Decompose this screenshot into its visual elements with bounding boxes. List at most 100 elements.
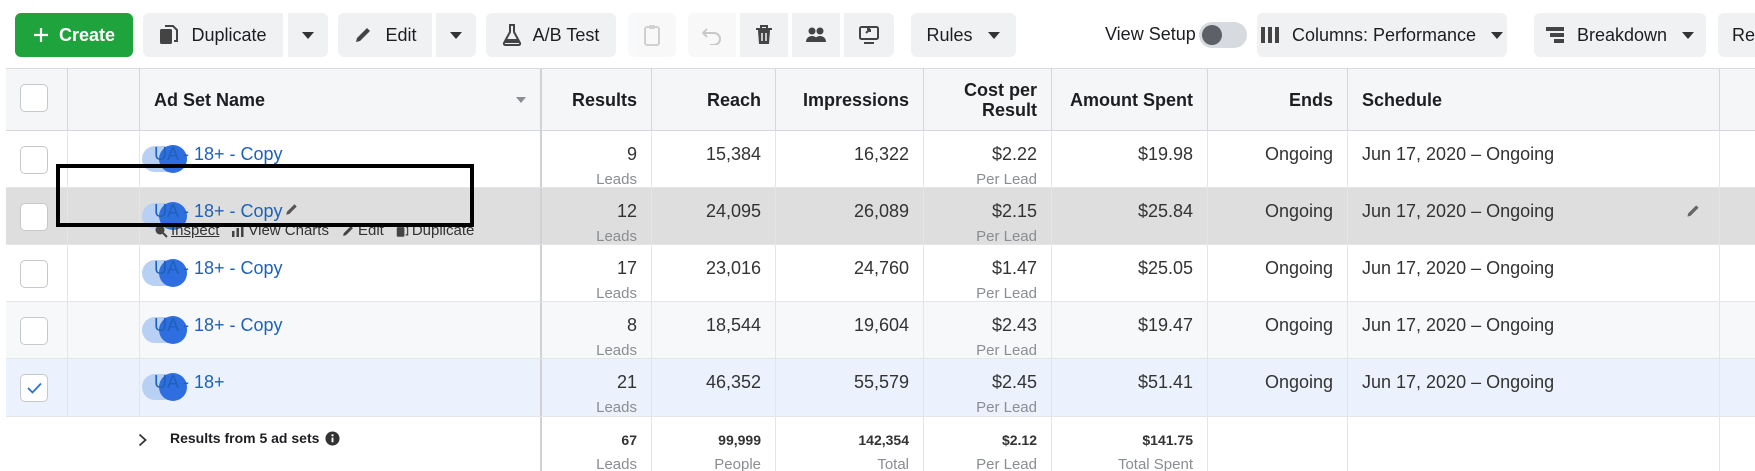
reports-label: Re	[1732, 24, 1755, 45]
row-checkbox[interactable]	[20, 317, 48, 345]
schedule-value: Jun 17, 2020 – Ongoing	[1362, 372, 1555, 392]
row-checkbox[interactable]	[20, 260, 48, 288]
row-checkbox[interactable]	[20, 374, 48, 402]
export-button[interactable]	[844, 13, 894, 57]
select-all-checkbox[interactable]	[20, 84, 48, 112]
trash-icon	[756, 25, 772, 44]
results-unit: Leads	[596, 399, 637, 416]
column-header-name[interactable]: Ad Set Name	[140, 69, 542, 130]
impressions-value: 16,322	[853, 144, 909, 164]
bar-chart-icon	[232, 224, 244, 237]
table-row[interactable]: UA - 18+ - Copy 8 Leads 18,544 19,604 $2.…	[6, 302, 1755, 359]
ends-value: Ongoing	[1264, 372, 1333, 392]
impressions-value: 55,579	[853, 372, 909, 392]
results-value: 21	[616, 372, 637, 392]
rules-button[interactable]: Rules	[911, 13, 1016, 57]
audience-button[interactable]	[792, 13, 840, 57]
results-value: 17	[616, 258, 637, 278]
column-header-reach-label: Reach	[706, 90, 761, 110]
clipboard-icon	[644, 25, 660, 46]
total-reach-value: 99,999	[718, 432, 761, 448]
column-header-cost-per-result[interactable]: Cost per Result	[924, 69, 1052, 130]
cost-value: $2.22	[991, 144, 1037, 164]
table-row[interactable]: UA - 18+ - Copy 17 Leads 23,016 24,760 $1…	[6, 245, 1755, 302]
info-icon[interactable]	[325, 430, 340, 446]
ad-set-toggle[interactable]	[142, 316, 187, 344]
total-impressions-unit: Total	[877, 456, 909, 471]
paste-button[interactable]	[628, 13, 676, 57]
ends-value: Ongoing	[1264, 201, 1333, 221]
reach-value: 23,016	[705, 258, 761, 278]
breakdown-button[interactable]: Breakdown	[1534, 13, 1706, 57]
table-row[interactable]: UA - 18+ 21 Leads 46,352 55,579 $2.45 Per …	[6, 359, 1755, 417]
results-unit: Leads	[596, 285, 637, 302]
amount-value: $19.98	[1137, 144, 1193, 164]
total-reach-unit: People	[714, 456, 761, 471]
annotation-highlight-box	[56, 164, 474, 227]
reach-value: 24,095	[705, 201, 761, 221]
caret-down-icon	[450, 31, 462, 39]
total-cost-unit: Per Lead	[976, 456, 1037, 471]
column-header-results-label: Results	[571, 90, 637, 110]
create-button[interactable]: Create	[15, 13, 133, 57]
amount-value: $19.47	[1137, 315, 1193, 335]
toolbar: Create Duplicate Edit A/B Test Rules Vie…	[0, 0, 1755, 68]
column-header-schedule[interactable]: Schedule	[1348, 69, 1720, 130]
chevron-right-icon[interactable]	[138, 433, 147, 447]
column-header-ends[interactable]: Ends	[1208, 69, 1348, 130]
pencil-icon[interactable]	[1685, 203, 1701, 219]
column-header-results[interactable]: Results	[542, 69, 652, 130]
duplicate-dropdown-button[interactable]	[288, 13, 328, 57]
delete-button[interactable]	[740, 13, 788, 57]
reports-button[interactable]: Re	[1718, 13, 1755, 57]
toggle-knob	[159, 316, 187, 344]
ad-set-name-link[interactable]: UA - 18+ - Copy	[154, 258, 283, 278]
schedule-value: Jun 17, 2020 – Ongoing	[1362, 144, 1555, 164]
undo-button[interactable]	[688, 13, 736, 57]
columns-button[interactable]: Columns: Performance	[1257, 13, 1507, 57]
total-amount-value: $141.75	[1142, 432, 1193, 448]
duplicate-icon	[160, 25, 179, 44]
table-row[interactable]: UA - 18+ - Copy Inspect View Charts Edit	[6, 188, 1755, 245]
pencil-icon[interactable]	[284, 202, 299, 217]
footer-summary-label: Results from 5 ad sets	[170, 430, 320, 446]
column-header-schedule-label: Schedule	[1362, 90, 1443, 110]
edit-button[interactable]: Edit	[338, 13, 432, 57]
pencil-icon	[356, 28, 371, 42]
ad-set-name-link[interactable]: UA - 18+ - Copy	[154, 201, 283, 221]
total-cost-value: $2.12	[1001, 432, 1037, 448]
row-checkbox[interactable]	[20, 203, 48, 231]
columns-icon	[1260, 27, 1279, 43]
columns-label: Columns: Performance	[1291, 24, 1477, 45]
table-footer-row: Results from 5 ad sets 67 Leads 99,999 Peo…	[6, 417, 1755, 471]
column-header-impressions-label: Impressions	[802, 90, 909, 110]
schedule-value: Jun 17, 2020 – Ongoing	[1362, 258, 1555, 278]
ab-test-button[interactable]: A/B Test	[486, 13, 616, 57]
reach-value: 46,352	[705, 372, 761, 392]
view-setup-label: View Setup	[1105, 24, 1196, 44]
edit-dropdown-button[interactable]	[436, 13, 476, 57]
ad-set-toggle[interactable]	[142, 373, 187, 401]
row-checkbox[interactable]	[20, 146, 48, 174]
column-header-name-label: Ad Set Name	[154, 90, 266, 110]
impressions-value: 24,760	[853, 258, 909, 278]
results-unit: Leads	[596, 171, 637, 188]
results-value: 8	[626, 315, 637, 335]
total-amount-unit: Total Spent	[1117, 456, 1193, 471]
switch-knob	[1202, 25, 1222, 45]
duplicate-button[interactable]: Duplicate	[143, 13, 283, 57]
ends-value: Ongoing	[1264, 315, 1333, 335]
breakdown-label: Breakdown	[1576, 24, 1668, 45]
column-header-amount-spent[interactable]: Amount Spent	[1052, 69, 1208, 130]
ad-set-name-link[interactable]: UA - 18+ - Copy	[154, 144, 283, 164]
ad-set-name-link[interactable]: UA - 18+	[154, 372, 225, 392]
ad-set-toggle[interactable]	[142, 259, 187, 287]
rules-label: Rules	[926, 24, 973, 45]
inspect-icon	[155, 225, 168, 238]
cost-unit: Per Lead	[976, 399, 1037, 416]
view-setup-switch[interactable]	[1199, 22, 1247, 48]
results-value: 12	[616, 201, 637, 221]
column-header-impressions[interactable]: Impressions	[776, 69, 924, 130]
ad-set-name-link[interactable]: UA - 18+ - Copy	[154, 315, 283, 335]
column-header-reach[interactable]: Reach	[652, 69, 776, 130]
